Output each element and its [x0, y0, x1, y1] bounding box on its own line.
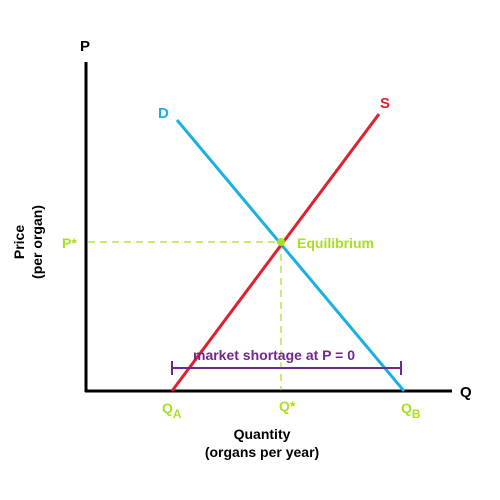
- y-axis-title-line2: (per organ): [29, 205, 45, 279]
- x-axis-title-line1: Quantity: [234, 426, 291, 442]
- shortage-label: market shortage at P = 0: [193, 347, 355, 363]
- y-axis-title: Price (per organ): [11, 205, 45, 279]
- quantity-b-main: Q: [401, 400, 412, 416]
- y-axis-letter: P: [80, 38, 90, 55]
- quantity-b-label: QB: [401, 400, 421, 421]
- equilibrium-price-label: P*: [62, 235, 77, 251]
- equilibrium-label: Equilibrium: [297, 235, 374, 251]
- quantity-b-subscript: B: [412, 407, 421, 421]
- quantity-a-label: QA: [162, 400, 182, 421]
- x-axis-letter: Q: [460, 384, 472, 401]
- y-axis-title-line1: Price: [11, 225, 27, 259]
- supply-curve: [170, 113, 381, 392]
- supply-label: S: [380, 95, 390, 112]
- demand-label: D: [158, 105, 169, 122]
- equilibrium-quantity-label: Q*: [279, 398, 296, 414]
- equilibrium-point: [277, 238, 285, 246]
- quantity-a-main: Q: [162, 400, 173, 416]
- demand-curve: [175, 119, 406, 392]
- x-axis-title-line2: (organs per year): [205, 444, 319, 460]
- quantity-a-subscript: A: [173, 407, 182, 421]
